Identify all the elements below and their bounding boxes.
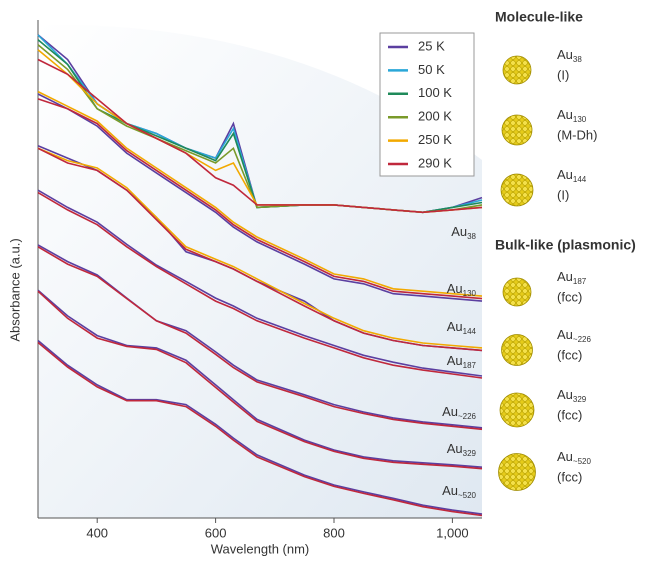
cluster-label: Au329 xyxy=(557,387,587,404)
cluster-icon xyxy=(502,115,532,145)
cluster-label-subscript: ~226 xyxy=(573,335,592,344)
curve-label-subscript: 187 xyxy=(463,361,477,370)
legend-label: 25 K xyxy=(418,38,445,53)
x-tick-label: 800 xyxy=(323,525,345,540)
curve-label-base: Au xyxy=(447,281,463,296)
cluster-structure: (fcc) xyxy=(557,469,582,484)
cluster-label-subscript: 130 xyxy=(573,115,587,124)
curve-label-subscript: 329 xyxy=(463,449,477,458)
cluster-structure: (fcc) xyxy=(557,347,582,362)
structure-panel: Molecule-likeAu38(I)Au130(M-Dh)Au144(I)B… xyxy=(495,9,636,491)
legend-label: 250 K xyxy=(418,132,452,147)
cluster-structure: (I) xyxy=(557,187,569,202)
cluster-label-base: Au xyxy=(557,47,573,62)
cluster-label-subscript: ~520 xyxy=(573,457,592,466)
cluster-label-base: Au xyxy=(557,269,573,284)
section-title: Bulk-like (plasmonic) xyxy=(495,237,636,253)
x-tick-label: 400 xyxy=(86,525,108,540)
cluster-icon xyxy=(503,278,531,306)
cluster-label-subscript: 187 xyxy=(573,277,587,286)
cluster-icon xyxy=(501,174,533,206)
curve-label-subscript: 130 xyxy=(463,289,477,298)
cluster-icon xyxy=(499,454,536,491)
curve-label-base: Au xyxy=(442,483,458,498)
cluster-structure: (fcc) xyxy=(557,407,582,422)
cluster-icon xyxy=(500,393,534,427)
curve-label-base: Au xyxy=(442,404,458,419)
curve-label-base: Au xyxy=(451,224,467,239)
cluster-label: Au~520 xyxy=(557,449,591,466)
cluster-label-base: Au xyxy=(557,167,573,182)
legend-label: 290 K xyxy=(418,155,452,170)
cluster-structure: (fcc) xyxy=(557,289,582,304)
curve-label-subscript: ~226 xyxy=(458,412,477,421)
cluster-icon xyxy=(502,335,533,366)
cluster-label: Au130 xyxy=(557,107,587,124)
x-axis-label: Wavelength (nm) xyxy=(211,541,310,556)
legend-label: 50 K xyxy=(418,62,445,77)
curve-label-subscript: 38 xyxy=(467,232,476,241)
x-tick-label: 1,000 xyxy=(436,525,469,540)
cluster-label-subscript: 329 xyxy=(573,395,587,404)
cluster-label-subscript: 144 xyxy=(573,175,587,184)
cluster-label-subscript: 38 xyxy=(573,55,582,64)
cluster-icon xyxy=(503,56,531,84)
curve-label-base: Au xyxy=(447,353,463,368)
cluster-label-base: Au xyxy=(557,387,573,402)
cluster-label: Au144 xyxy=(557,167,587,184)
legend-label: 100 K xyxy=(418,85,452,100)
curve-label-subscript: 144 xyxy=(463,327,477,336)
cluster-label-base: Au xyxy=(557,327,573,342)
x-tick-label: 600 xyxy=(205,525,227,540)
curve-label-base: Au xyxy=(447,319,463,334)
cluster-label-base: Au xyxy=(557,449,573,464)
cluster-structure: (M-Dh) xyxy=(557,127,597,142)
cluster-label: Au~226 xyxy=(557,327,591,344)
y-axis-label: Absorbance (a.u.) xyxy=(7,238,22,341)
legend-label: 200 K xyxy=(418,109,452,124)
section-title: Molecule-like xyxy=(495,9,583,25)
curve-label-base: Au xyxy=(447,441,463,456)
figure: Wavelength (nm) Absorbance (a.u.) 400 600… xyxy=(0,0,664,562)
cluster-label: Au187 xyxy=(557,269,587,286)
cluster-structure: (I) xyxy=(557,67,569,82)
curve-label-subscript: ~520 xyxy=(458,491,477,500)
cluster-label-base: Au xyxy=(557,107,573,122)
cluster-label: Au38 xyxy=(557,47,582,64)
